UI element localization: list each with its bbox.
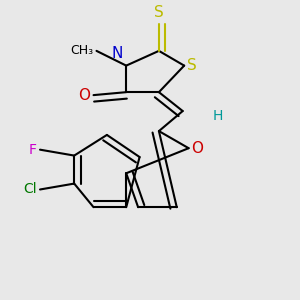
Text: Cl: Cl <box>23 182 37 197</box>
Text: S: S <box>154 5 164 20</box>
Text: O: O <box>79 88 91 103</box>
Text: N: N <box>112 46 123 61</box>
Text: S: S <box>187 58 197 73</box>
Text: H: H <box>212 109 223 123</box>
Text: CH₃: CH₃ <box>70 44 94 57</box>
Text: F: F <box>29 143 37 157</box>
Text: O: O <box>192 141 204 156</box>
